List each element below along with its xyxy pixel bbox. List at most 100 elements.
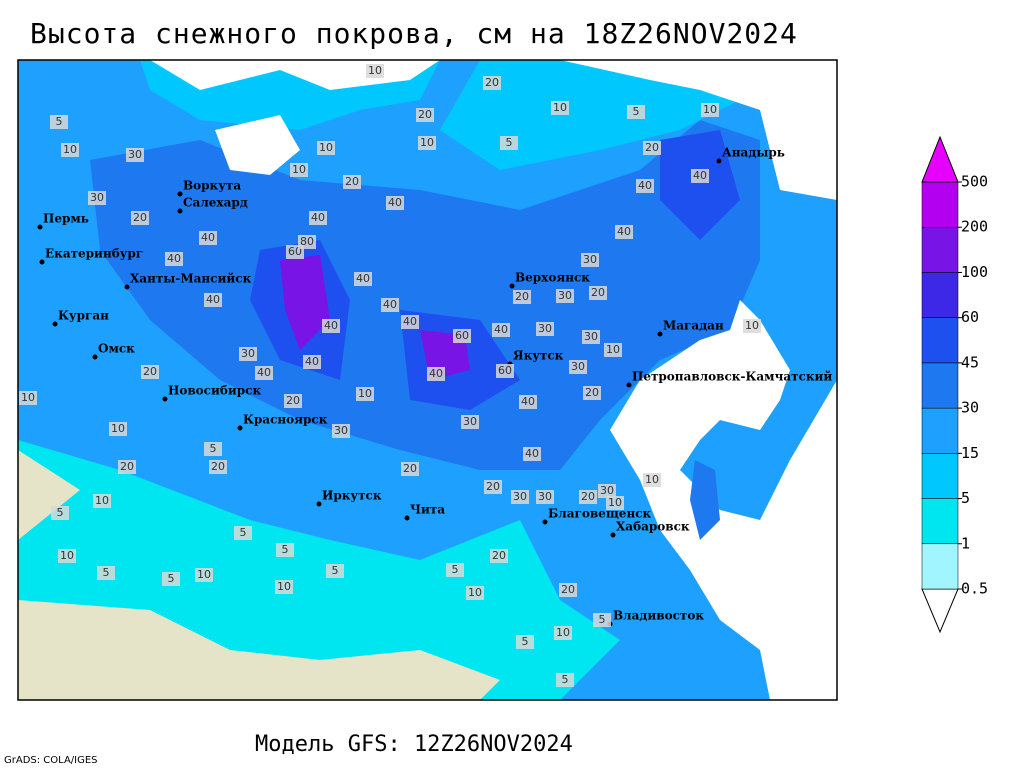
contour-label-box: [234, 526, 252, 540]
contour-label-box: [195, 568, 213, 582]
contour-label: 20: [581, 490, 595, 503]
contour-label: 40: [525, 447, 539, 460]
city-dot: [657, 331, 663, 337]
city-label: Владивосток: [613, 609, 704, 623]
contour-label-box: [582, 330, 600, 344]
city-label: Воркута: [183, 179, 241, 193]
contour-label-box: [583, 386, 601, 400]
contour-label: 20: [591, 286, 605, 299]
contour-label: 40: [206, 293, 220, 306]
city-label: Иркутск: [322, 489, 382, 503]
contour-label-box: [615, 225, 633, 239]
colorbar-segment: [921, 317, 959, 364]
colorbar-label: 100: [961, 263, 988, 281]
contour-label: 40: [324, 319, 338, 332]
contour-label: 10: [319, 141, 333, 154]
contour-label-box: [204, 442, 222, 456]
contour-label-box: [551, 101, 569, 115]
contour-label-box: [513, 290, 531, 304]
colorbar-label: 45: [961, 353, 979, 371]
model-caption: Модель GFS: 12Z26NOV2024: [255, 732, 573, 757]
contour-label: 30: [538, 490, 552, 503]
title: Высота снежного покрова, см на 18Z26NOV2…: [30, 17, 798, 50]
city-dot: [37, 224, 43, 230]
contour-label-box: [401, 462, 419, 476]
city-dot: [92, 354, 98, 360]
contour-label: 5: [599, 613, 606, 626]
contour-label: 30: [463, 415, 477, 428]
contour-label-box: [50, 115, 68, 129]
contour-label: 5: [633, 105, 640, 118]
snow-45: [250, 130, 740, 410]
contour-label-box: [354, 272, 372, 286]
colorbar-segment: [921, 407, 959, 454]
contour-label: 40: [167, 252, 181, 265]
contour-label-box: [118, 460, 136, 474]
contour-label-box: [332, 424, 350, 438]
contour-label-box: [643, 473, 661, 487]
city-label: Хабаровск: [616, 520, 690, 534]
contour-label-box: [284, 394, 302, 408]
contour-label-box: [381, 298, 399, 312]
snow-100: [280, 255, 470, 380]
contour-label-box: [58, 549, 76, 563]
contour-label-box: [598, 484, 616, 498]
kara-sea: [215, 115, 300, 175]
contour-label-box: [556, 673, 574, 687]
contour-label-box: [126, 148, 144, 162]
contour-label: 20: [515, 290, 529, 303]
contour-label: 20: [486, 480, 500, 493]
colorbar-segment: [921, 498, 959, 545]
pacific-ocean: [610, 200, 837, 700]
contour-label-box: [366, 64, 384, 78]
contour-label-box: [343, 175, 361, 189]
contour-label: 40: [356, 272, 370, 285]
city-label: Верхоянск: [515, 271, 590, 285]
contour-label: 5: [56, 115, 63, 128]
contour-label-box: [51, 506, 69, 520]
contour-label: 5: [210, 442, 217, 455]
contour-label-box: [303, 355, 321, 369]
contour-label-box: [483, 76, 501, 90]
snow-30: [90, 120, 760, 470]
city-label: Петропавловск-Камчатский: [632, 370, 832, 384]
city-dot: [542, 519, 548, 525]
contour-label: 10: [358, 387, 372, 400]
contour-label: 5: [282, 543, 289, 556]
contour-label: 5: [506, 136, 513, 149]
colorbar-segment: [921, 272, 959, 318]
contour-label: 5: [168, 572, 175, 585]
colorbar-label: 30: [961, 399, 979, 417]
contour-label-box: [519, 395, 537, 409]
contour-label: 40: [693, 169, 707, 182]
contour-label: 10: [292, 163, 306, 176]
colorbar-label: 0.5: [961, 580, 988, 598]
contour-label-box: [461, 415, 479, 429]
contour-label-box: [627, 105, 645, 119]
contour-label-box: [322, 319, 340, 333]
contour-label-box: [309, 211, 327, 225]
city-label: Благовещенск: [548, 507, 652, 521]
contour-label: 30: [90, 191, 104, 204]
city-label: Чита: [410, 503, 445, 517]
city-dot: [716, 158, 722, 164]
city-label: Пермь: [43, 212, 89, 226]
contour-label: 10: [197, 568, 211, 581]
contour-label: 20: [485, 76, 499, 89]
colorbar-label: 15: [961, 444, 979, 462]
city-label: Екатеринбург: [45, 247, 143, 261]
colorbar-label: 5: [961, 489, 970, 507]
contour-label-box: [204, 293, 222, 307]
contour-label: 20: [492, 549, 506, 562]
contour-label: 20: [211, 460, 225, 473]
contour-label: 10: [645, 473, 659, 486]
contour-label-box: [496, 364, 514, 378]
contour-label: 10: [606, 343, 620, 356]
contour-label-box: [554, 626, 572, 640]
city-label: Курган: [58, 309, 109, 323]
contour-label-box: [559, 583, 577, 597]
city-dot: [610, 532, 616, 538]
colorbar-end: [921, 135, 959, 183]
contour-label-box: [401, 315, 419, 329]
contour-label: 5: [103, 566, 110, 579]
